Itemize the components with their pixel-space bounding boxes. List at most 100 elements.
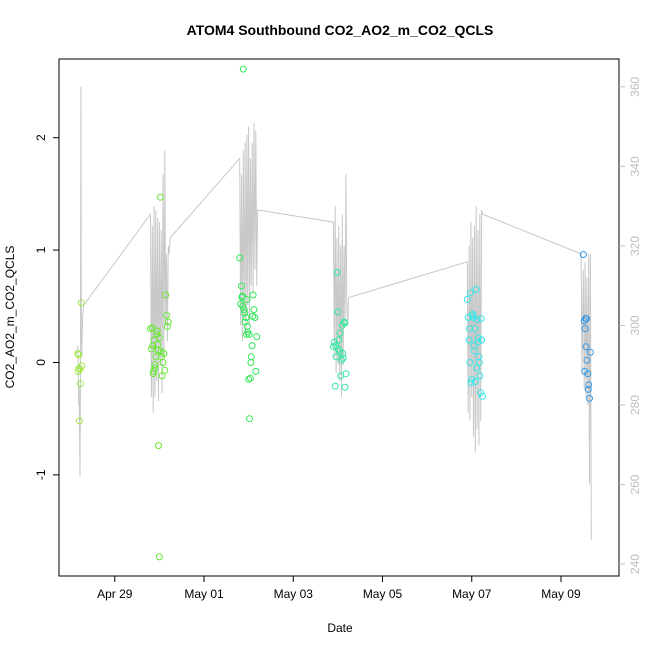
- data-point-5-10: [471, 378, 479, 386]
- data-point-6-10: [581, 367, 589, 375]
- data-point-4-12: [339, 354, 347, 362]
- data-point-5-5: [467, 379, 475, 387]
- data-point-2-28: [154, 346, 162, 354]
- data-point-4-3: [331, 382, 339, 390]
- right-y-tick-label-6: 340: [628, 156, 642, 176]
- data-point-6-5: [583, 356, 591, 364]
- data-point-4-6: [334, 308, 342, 316]
- data-point-3-11: [245, 375, 253, 383]
- data-point-4-5: [333, 269, 341, 276]
- line-layer: [77, 86, 592, 541]
- data-point-6-3: [581, 325, 589, 333]
- data-point-5-3: [465, 336, 473, 344]
- data-point-3-24: [241, 309, 249, 317]
- y-axis-label: CO2_AO2_m_CO2_QCLS: [3, 246, 17, 389]
- data-point-4-4: [332, 353, 340, 361]
- data-point-3-19: [252, 367, 260, 375]
- data-point-3-22: [242, 330, 250, 338]
- data-point-3-8: [242, 314, 250, 321]
- data-point-2-17: [161, 366, 169, 374]
- x-tick-label-6: May 09: [541, 587, 581, 601]
- data-point-5-23: [473, 364, 481, 372]
- y-tick-label-1: -1: [34, 469, 48, 480]
- right-y-tick-label-3: 280: [628, 395, 642, 415]
- y-tick-label-2: 0: [34, 359, 48, 366]
- x-axis-label: Date: [327, 621, 353, 635]
- data-point-5-25: [466, 289, 474, 297]
- data-point-3-25: [245, 330, 253, 338]
- data-point-5-21: [474, 334, 482, 342]
- plot-area: [58, 58, 620, 577]
- data-point-3-27: [243, 323, 251, 330]
- data-point-1-1: [74, 350, 82, 357]
- data-point-2-25: [151, 361, 159, 369]
- data-point-1-5: [76, 417, 83, 425]
- data-point-5-11: [472, 285, 480, 293]
- right-y-axis: 240 260 280 300 320 340 360: [619, 77, 642, 574]
- data-point-2-12: [156, 193, 164, 201]
- data-point-1-9: [78, 362, 86, 370]
- data-point-5-1: [463, 296, 471, 303]
- data-point-3-13: [246, 374, 254, 382]
- data-point-2-19: [163, 311, 170, 319]
- data-point-4-17: [336, 329, 344, 337]
- data-point-3-21: [238, 293, 246, 301]
- data-point-3-20: [253, 333, 261, 341]
- data-point-2-3: [148, 324, 156, 332]
- data-point-5-18: [479, 392, 486, 400]
- data-point-5-13: [474, 338, 482, 346]
- data-point-2-14: [158, 372, 166, 380]
- right-y-tick-label-2: 260: [628, 474, 642, 494]
- data-point-3-2: [237, 300, 245, 308]
- data-point-4-14: [341, 383, 349, 391]
- data-point-6-8: [586, 394, 593, 402]
- data-point-2-23: [153, 327, 161, 335]
- data-point-3-3: [238, 282, 245, 290]
- data-point-4-18: [341, 319, 349, 327]
- right-y-tick-label-7: 360: [628, 77, 642, 97]
- x-axis: Apr 29 May 01 May 03 May 05 May 07 May 09: [97, 576, 581, 601]
- data-point-2-21: [164, 318, 172, 326]
- data-point-5-6: [468, 375, 476, 383]
- data-point-1-6: [76, 365, 84, 373]
- data-point-1-3: [75, 351, 83, 359]
- x-tick-label-2: May 01: [184, 587, 224, 601]
- data-point-4-19: [334, 345, 342, 353]
- data-point-2-10: [155, 442, 162, 450]
- data-point-3-5: [239, 65, 247, 73]
- data-point-6-13: [582, 315, 589, 323]
- data-point-3-15: [248, 342, 256, 350]
- data-point-2-1: [147, 325, 154, 333]
- data-point-5-4: [466, 359, 474, 366]
- data-point-5-19: [466, 325, 473, 333]
- data-point-5-27: [475, 359, 483, 366]
- x-tick-label-3: May 03: [274, 587, 314, 601]
- data-point-3-23: [247, 359, 255, 366]
- data-point-1-8: [77, 299, 85, 307]
- data-point-1-2: [74, 367, 82, 375]
- data-point-6-9: [586, 348, 594, 356]
- data-point-5-15: [476, 372, 484, 380]
- y-tick-label-3: 1: [34, 246, 48, 253]
- data-point-5-26: [471, 325, 479, 333]
- data-point-2-6: [151, 364, 159, 372]
- data-point-4-10: [338, 356, 345, 364]
- data-point-3-1: [236, 254, 244, 262]
- data-point-2-20: [163, 323, 171, 330]
- data-point-2-24: [158, 353, 166, 361]
- data-point-2-27: [150, 367, 158, 375]
- x-tick-label-1: Apr 29: [97, 587, 133, 601]
- right-axis-trace-line: [77, 86, 592, 541]
- x-tick-label-4: May 05: [363, 587, 403, 601]
- data-point-3-16: [249, 291, 257, 299]
- data-point-4-7: [335, 336, 343, 344]
- y-axis: -1 0 1 2: [34, 134, 59, 480]
- data-point-5-12: [473, 316, 481, 324]
- points-layer: [74, 65, 594, 561]
- data-point-5-22: [468, 311, 476, 319]
- data-point-2-26: [155, 334, 163, 342]
- y-tick-label-4: 2: [34, 134, 48, 141]
- data-point-6-1: [579, 251, 587, 259]
- data-point-4-15: [342, 370, 350, 378]
